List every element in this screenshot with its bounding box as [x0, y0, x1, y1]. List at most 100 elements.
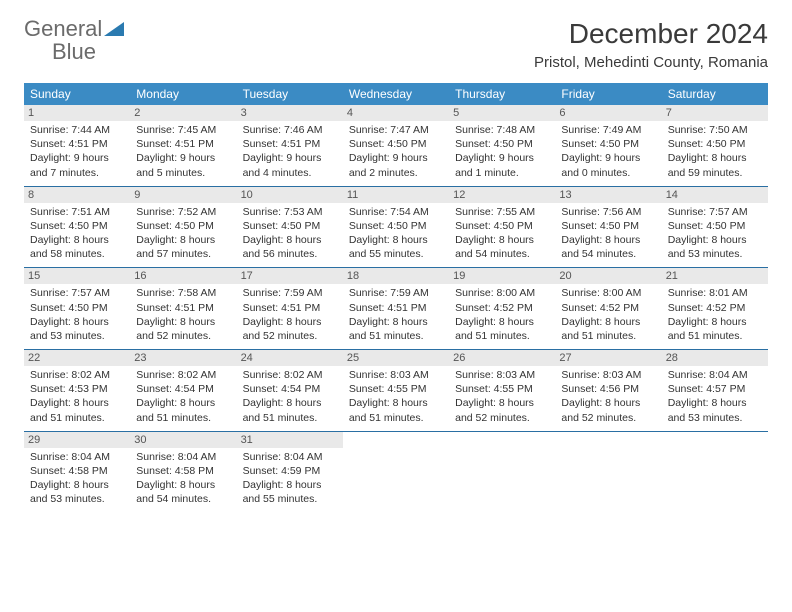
weeks-container: 1Sunrise: 7:44 AMSunset: 4:51 PMDaylight… — [24, 105, 768, 512]
day-number: 12 — [449, 187, 555, 203]
day-cell: 22Sunrise: 8:02 AMSunset: 4:53 PMDayligh… — [24, 350, 130, 431]
sunset-line: Sunset: 4:52 PM — [668, 301, 762, 315]
title-group: December 2024 Pristol, Mehedinti County,… — [534, 18, 768, 71]
daylight-line: Daylight: 9 hours and 7 minutes. — [30, 151, 124, 179]
daylight-line: Daylight: 8 hours and 55 minutes. — [349, 233, 443, 261]
sunrise-line: Sunrise: 8:01 AM — [668, 286, 762, 300]
daylight-line: Daylight: 9 hours and 0 minutes. — [561, 151, 655, 179]
daylight-line: Daylight: 8 hours and 52 minutes. — [455, 396, 549, 424]
sunrise-line: Sunrise: 8:00 AM — [561, 286, 655, 300]
brand-triangle-icon — [104, 22, 124, 36]
page-title: December 2024 — [534, 18, 768, 50]
sunset-line: Sunset: 4:51 PM — [243, 301, 337, 315]
day-cell: 16Sunrise: 7:58 AMSunset: 4:51 PMDayligh… — [130, 268, 236, 349]
sunset-line: Sunset: 4:50 PM — [455, 137, 549, 151]
dow-cell: Monday — [130, 83, 236, 105]
sunset-line: Sunset: 4:57 PM — [668, 382, 762, 396]
day-cell: 1Sunrise: 7:44 AMSunset: 4:51 PMDaylight… — [24, 105, 130, 186]
sunset-line: Sunset: 4:50 PM — [30, 219, 124, 233]
week-row: 8Sunrise: 7:51 AMSunset: 4:50 PMDaylight… — [24, 187, 768, 269]
brand-name-blue: Blue — [52, 39, 96, 64]
day-cell: 15Sunrise: 7:57 AMSunset: 4:50 PMDayligh… — [24, 268, 130, 349]
sunset-line: Sunset: 4:50 PM — [349, 219, 443, 233]
sunset-line: Sunset: 4:50 PM — [349, 137, 443, 151]
day-cell: 21Sunrise: 8:01 AMSunset: 4:52 PMDayligh… — [662, 268, 768, 349]
day-number: 11 — [343, 187, 449, 203]
day-cell — [343, 432, 449, 513]
day-number: 22 — [24, 350, 130, 366]
day-cell — [555, 432, 661, 513]
dow-cell: Friday — [555, 83, 661, 105]
sunrise-line: Sunrise: 7:46 AM — [243, 123, 337, 137]
day-cell: 23Sunrise: 8:02 AMSunset: 4:54 PMDayligh… — [130, 350, 236, 431]
day-number: 20 — [555, 268, 661, 284]
brand-logo: General Blue — [24, 18, 124, 64]
day-number: 15 — [24, 268, 130, 284]
sunrise-line: Sunrise: 7:53 AM — [243, 205, 337, 219]
day-cell — [662, 432, 768, 513]
sunrise-line: Sunrise: 7:54 AM — [349, 205, 443, 219]
sunrise-line: Sunrise: 8:04 AM — [30, 450, 124, 464]
sunrise-line: Sunrise: 7:50 AM — [668, 123, 762, 137]
sunrise-line: Sunrise: 8:04 AM — [668, 368, 762, 382]
sunset-line: Sunset: 4:52 PM — [561, 301, 655, 315]
sunset-line: Sunset: 4:56 PM — [561, 382, 655, 396]
day-number: 16 — [130, 268, 236, 284]
day-of-week-header: SundayMondayTuesdayWednesdayThursdayFrid… — [24, 83, 768, 105]
day-cell: 31 Sunrise: 8:04 AMSunset: 4:59 PMDayligh… — [237, 432, 343, 513]
sunrise-line: Sunrise: 8:04 AM — [243, 450, 337, 464]
day-cell: 5Sunrise: 7:48 AMSunset: 4:50 PMDaylight… — [449, 105, 555, 186]
sunrise-line: Sunrise: 7:51 AM — [30, 205, 124, 219]
week-row: 29Sunrise: 8:04 AMSunset: 4:58 PMDayligh… — [24, 432, 768, 513]
sunrise-line: Sunrise: 8:03 AM — [561, 368, 655, 382]
sunset-line: Sunset: 4:51 PM — [30, 137, 124, 151]
day-number: 3 — [237, 105, 343, 121]
day-cell: 18Sunrise: 7:59 AMSunset: 4:51 PMDayligh… — [343, 268, 449, 349]
day-cell: 13Sunrise: 7:56 AMSunset: 4:50 PMDayligh… — [555, 187, 661, 268]
daylight-line: Daylight: 8 hours and 54 minutes. — [561, 233, 655, 261]
sunrise-line: Sunrise: 7:52 AM — [136, 205, 230, 219]
sunset-line: Sunset: 4:50 PM — [30, 301, 124, 315]
sunset-line: Sunset: 4:52 PM — [455, 301, 549, 315]
daylight-line: Daylight: 8 hours and 51 minutes. — [455, 315, 549, 343]
daylight-line: Daylight: 9 hours and 5 minutes. — [136, 151, 230, 179]
day-cell: 8Sunrise: 7:51 AMSunset: 4:50 PMDaylight… — [24, 187, 130, 268]
day-cell: 9Sunrise: 7:52 AMSunset: 4:50 PMDaylight… — [130, 187, 236, 268]
sunset-line: Sunset: 4:59 PM — [243, 464, 337, 478]
day-cell: 17Sunrise: 7:59 AMSunset: 4:51 PMDayligh… — [237, 268, 343, 349]
week-row: 1Sunrise: 7:44 AMSunset: 4:51 PMDaylight… — [24, 105, 768, 187]
daylight-line: Daylight: 8 hours and 54 minutes. — [136, 478, 230, 506]
day-cell — [449, 432, 555, 513]
sunrise-line: Sunrise: 8:04 AM — [136, 450, 230, 464]
day-cell: 12Sunrise: 7:55 AMSunset: 4:50 PMDayligh… — [449, 187, 555, 268]
daylight-line: Daylight: 8 hours and 51 minutes. — [349, 396, 443, 424]
day-cell: 26Sunrise: 8:03 AMSunset: 4:55 PMDayligh… — [449, 350, 555, 431]
sunset-line: Sunset: 4:55 PM — [455, 382, 549, 396]
sunrise-line: Sunrise: 8:02 AM — [136, 368, 230, 382]
sunrise-line: Sunrise: 8:00 AM — [455, 286, 549, 300]
sunset-line: Sunset: 4:54 PM — [243, 382, 337, 396]
sunset-line: Sunset: 4:53 PM — [30, 382, 124, 396]
daylight-line: Daylight: 8 hours and 51 minutes. — [136, 396, 230, 424]
dow-cell: Thursday — [449, 83, 555, 105]
day-number: 19 — [449, 268, 555, 284]
sunset-line: Sunset: 4:51 PM — [136, 301, 230, 315]
day-number: 10 — [237, 187, 343, 203]
daylight-line: Daylight: 8 hours and 55 minutes. — [243, 478, 337, 506]
day-cell: 25Sunrise: 8:03 AMSunset: 4:55 PMDayligh… — [343, 350, 449, 431]
daylight-line: Daylight: 8 hours and 59 minutes. — [668, 151, 762, 179]
day-number: 1 — [24, 105, 130, 121]
day-cell: 28Sunrise: 8:04 AMSunset: 4:57 PMDayligh… — [662, 350, 768, 431]
day-cell: 29Sunrise: 8:04 AMSunset: 4:58 PMDayligh… — [24, 432, 130, 513]
day-number: 24 — [237, 350, 343, 366]
daylight-line: Daylight: 8 hours and 52 minutes. — [136, 315, 230, 343]
daylight-line: Daylight: 9 hours and 4 minutes. — [243, 151, 337, 179]
daylight-line: Daylight: 8 hours and 51 minutes. — [561, 315, 655, 343]
day-number: 7 — [662, 105, 768, 121]
sunrise-line: Sunrise: 7:57 AM — [30, 286, 124, 300]
sunset-line: Sunset: 4:50 PM — [136, 219, 230, 233]
day-number: 18 — [343, 268, 449, 284]
sunrise-line: Sunrise: 7:47 AM — [349, 123, 443, 137]
day-cell: 27Sunrise: 8:03 AMSunset: 4:56 PMDayligh… — [555, 350, 661, 431]
day-number: 31 — [237, 432, 343, 448]
